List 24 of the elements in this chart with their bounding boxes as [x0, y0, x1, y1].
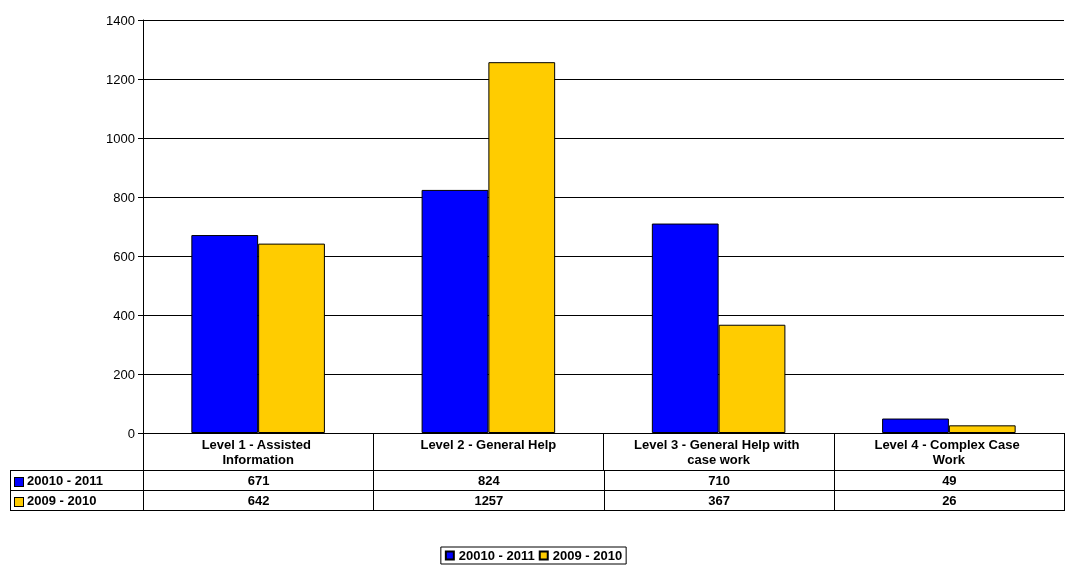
x-tick-label: Level 4 - Complex Case Work — [874, 437, 1024, 467]
legend-label: 2009 - 2010 — [552, 548, 623, 563]
data-label: 1257 — [373, 490, 604, 511]
data-label: 710 — [604, 470, 835, 491]
text: 2009 - 2010 — [27, 493, 97, 508]
data-label: 26 — [834, 490, 1065, 511]
x-tick-label: Level 3 - General Help with case work — [634, 437, 804, 467]
data-label: 824 — [373, 470, 604, 491]
y-tick-label: 400 — [113, 307, 135, 323]
y-tick-label: 800 — [113, 189, 135, 205]
data-label: 671 — [143, 470, 374, 491]
y-tick-label: 600 — [113, 248, 135, 264]
data-label: 367 — [604, 490, 835, 511]
legend-label: 20010 - 2011 — [10, 470, 144, 491]
y-tick-label: 200 — [113, 366, 135, 382]
text: 20010 - 2011 — [458, 548, 535, 563]
y-tick-label: 0 — [127, 425, 135, 441]
x-tick-label: Level 1 - Assisted Information — [201, 437, 315, 467]
y-tick-label: 1200 — [106, 71, 135, 87]
data-label: 642 — [143, 490, 374, 511]
data-label: 49 — [834, 470, 1065, 491]
y-tick-label: 1000 — [106, 130, 135, 146]
x-tick-label: Level 2 - General Help — [420, 437, 557, 452]
y-tick-label: 1400 — [106, 12, 135, 28]
